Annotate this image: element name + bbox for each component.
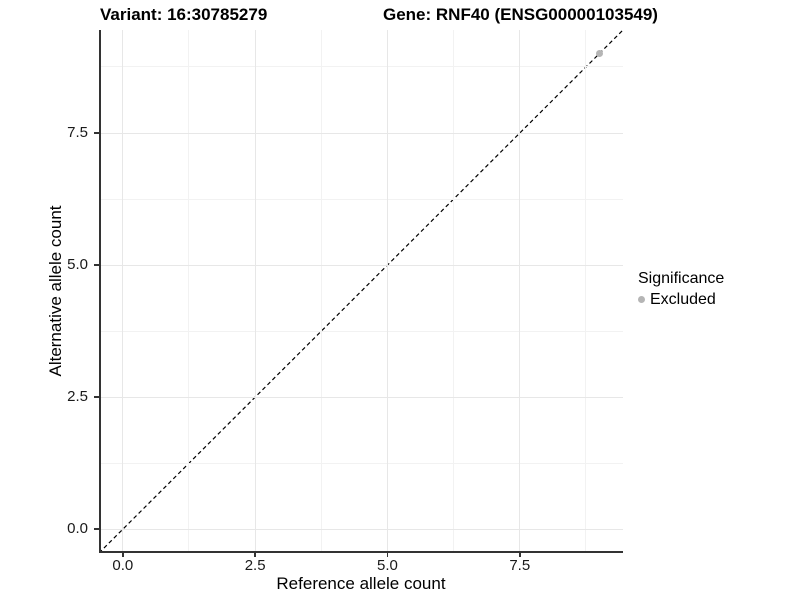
legend-point-icon bbox=[638, 296, 645, 303]
grid-line-major-x bbox=[254, 30, 256, 553]
legend: Significance Excluded bbox=[638, 269, 724, 309]
x-tick-mark bbox=[254, 553, 256, 557]
x-tick-mark bbox=[386, 553, 389, 557]
x-tick-mark bbox=[122, 553, 124, 557]
gene-title: Gene: RNF40 (ENSG00000103549) bbox=[383, 5, 658, 24]
y-tick-label: 0.0 bbox=[67, 520, 88, 538]
x-tick-label: 0.0 bbox=[112, 557, 134, 574]
legend-item-label: Excluded bbox=[650, 291, 716, 308]
grid-line-minor-x bbox=[320, 30, 322, 553]
grid-line-major-y bbox=[99, 132, 623, 134]
y-tick-mark bbox=[94, 132, 99, 134]
y-axis-title: Alternative allele count bbox=[46, 205, 65, 377]
grid-line-minor-y bbox=[99, 330, 623, 332]
plot-panel bbox=[99, 30, 623, 553]
grid-line-major-x bbox=[519, 30, 521, 553]
y-tick-label: 5.0 bbox=[67, 256, 88, 274]
x-axis-line bbox=[99, 551, 623, 553]
x-axis-title: Reference allele count bbox=[276, 574, 446, 593]
grid-line-major-y bbox=[99, 528, 623, 530]
grid-line-minor-y bbox=[99, 66, 623, 68]
legend-title: Significance bbox=[638, 270, 725, 287]
variant-title: Variant: 16:30785279 bbox=[100, 5, 268, 24]
grid-line-major-y bbox=[99, 264, 623, 266]
x-tick-label: 2.5 bbox=[244, 557, 266, 574]
x-tick-label: 7.5 bbox=[509, 557, 531, 574]
data-point bbox=[595, 50, 603, 58]
y-tick-label: 7.5 bbox=[67, 124, 88, 141]
y-tick-mark bbox=[94, 528, 99, 530]
y-tick-mark bbox=[94, 264, 99, 266]
grid-line-major-y bbox=[99, 396, 623, 398]
grid-line-major-x bbox=[122, 30, 124, 553]
x-tick-mark bbox=[519, 553, 521, 557]
y-axis-line bbox=[99, 30, 101, 553]
y-tick-label: 2.5 bbox=[67, 388, 88, 406]
grid-line-minor-x bbox=[453, 30, 455, 553]
identity-line bbox=[99, 30, 623, 553]
grid-line-minor-x bbox=[585, 30, 587, 553]
x-tick-label: 5.0 bbox=[377, 557, 398, 574]
y-tick-mark bbox=[94, 396, 99, 398]
grid-line-minor-x bbox=[188, 30, 190, 553]
legend-item-excluded: Excluded bbox=[638, 290, 724, 309]
grid-line-minor-y bbox=[99, 198, 623, 200]
grid-line-minor-y bbox=[99, 462, 623, 464]
grid-line-major-x bbox=[386, 30, 388, 553]
